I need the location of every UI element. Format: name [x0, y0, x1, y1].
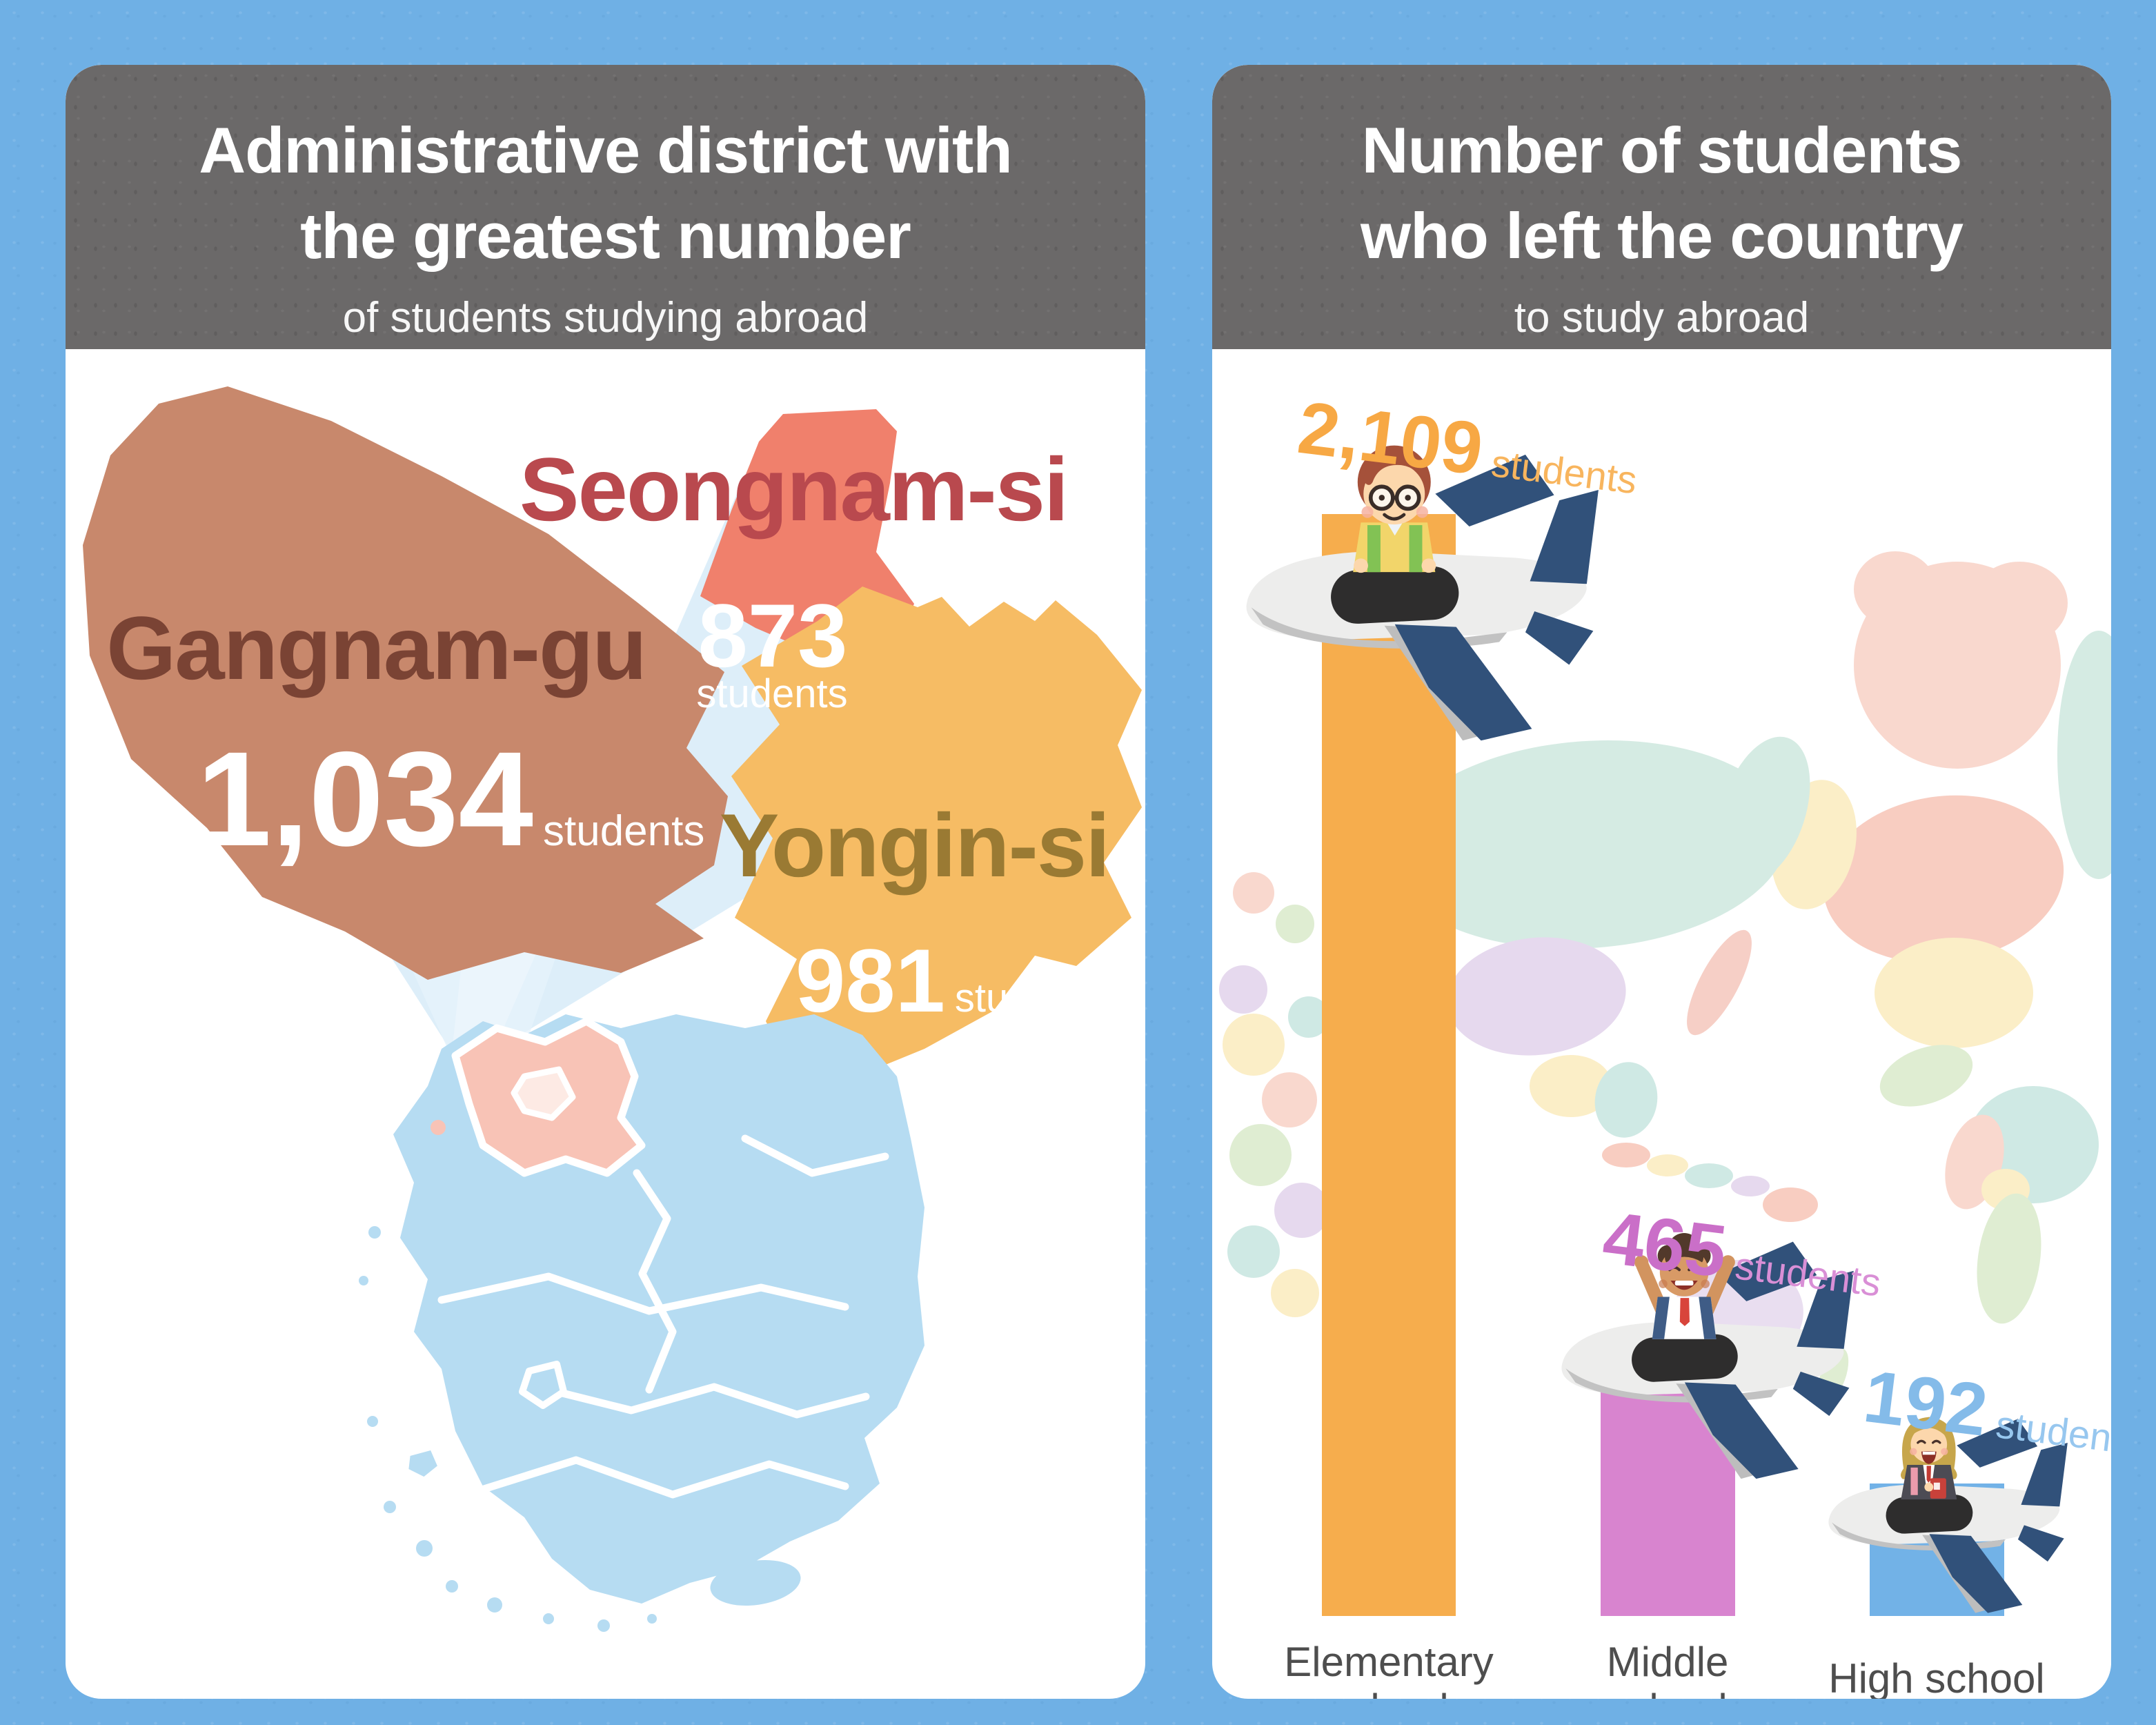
left-panel-header: Administrative district with the greates… — [66, 65, 1145, 349]
map-islands — [359, 1226, 801, 1632]
district-value-yongin: 981 — [795, 930, 945, 1031]
student-illustration-middle — [1634, 1232, 1735, 1339]
high-count: 192 — [1859, 1354, 1992, 1452]
district-unit-seongnam: students — [696, 671, 848, 716]
district-shape-gangnam — [83, 386, 728, 980]
right-panel-header: Number of students who left the country … — [1212, 65, 2111, 349]
district-value-gangnam: 1,034 — [197, 724, 533, 874]
category-label-high: High school — [1806, 1655, 2068, 1699]
right-panel-content: 2,109 students 465 students 192 students — [1212, 65, 2111, 1699]
category-label-elementary: Elementary school — [1265, 1639, 1513, 1699]
right-panel: 2,109 students 465 students 192 students — [1212, 65, 2111, 1699]
airplane-icon — [1561, 1232, 1854, 1479]
elementary-label-line1: Elementary — [1284, 1639, 1494, 1685]
middle-count-unit: students — [1732, 1243, 1883, 1305]
district-label-gangnam: Gangnam-gu — [106, 598, 647, 698]
middle-label-line2: school — [1543, 1686, 1792, 1699]
district-stat-yongin: 981 students — [795, 929, 1106, 1032]
district-unit-gangnam: students — [542, 807, 705, 855]
left-title-line2: the greatest number — [300, 199, 911, 272]
right-title-line2: who left the country — [1361, 199, 1964, 272]
left-title-line1: Administrative district with — [199, 114, 1013, 186]
left-subtitle: of students studying abroad — [342, 294, 869, 342]
high-label-line1: High school — [1828, 1655, 2045, 1699]
map-highlight-gyeonggi — [431, 1017, 646, 1177]
airplane-icon — [1246, 445, 1599, 741]
right-subtitle: to study abroad — [1514, 294, 1810, 342]
airplane-icon — [1828, 1417, 2068, 1613]
elementary-count-unit: students — [1489, 441, 1640, 502]
district-unit-yongin: students — [954, 976, 1107, 1021]
middle-label-line1: Middle — [1606, 1639, 1729, 1685]
district-stat-gangnam: 1,034 students — [197, 722, 704, 876]
right-title-line1: Number of students — [1361, 114, 1963, 186]
middle-count: 465 — [1599, 1195, 1732, 1293]
world-map-background — [1219, 551, 2111, 1403]
student-illustration-elementary — [1353, 445, 1436, 573]
district-shape-yongin — [731, 586, 1142, 1080]
elementary-label-line2: school — [1265, 1686, 1513, 1699]
student-illustration-high — [1900, 1417, 1957, 1500]
district-value-seongnam: 873 — [698, 585, 848, 686]
category-label-middle: Middle school — [1543, 1639, 1792, 1699]
district-map-graphic — [83, 386, 1142, 1632]
south-korea-map — [359, 1014, 924, 1632]
bar-elementary — [1322, 514, 1456, 1616]
left-panel: Seongnam-si 873 students Gangnam-gu 1,03… — [66, 65, 1145, 1699]
high-count-unit: students — [1993, 1402, 2111, 1463]
district-label-seongnam: Seongnam-si — [519, 439, 1069, 540]
left-panel-content: Seongnam-si 873 students Gangnam-gu 1,03… — [66, 65, 1145, 1699]
district-label-yongin: Yongin-si — [719, 795, 1111, 896]
